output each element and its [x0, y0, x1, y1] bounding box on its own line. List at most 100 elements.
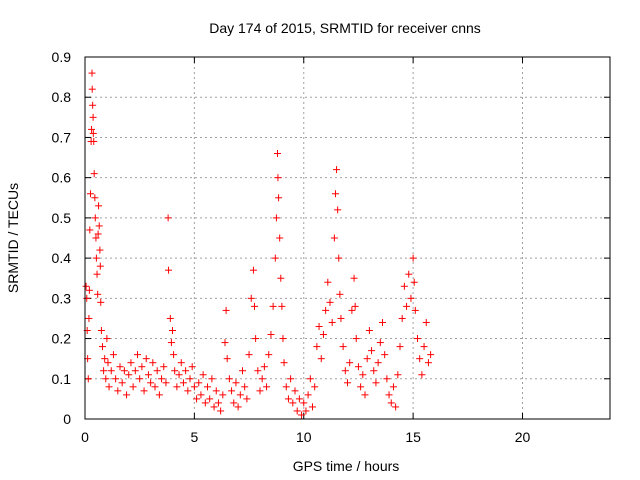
data-point: [306, 375, 314, 383]
data-point: [97, 327, 105, 335]
data-point: [247, 294, 255, 302]
data-point: [184, 387, 192, 395]
chart-title: Day 174 of 2015, SRMTID for receiver cnn…: [209, 20, 481, 36]
data-point: [147, 379, 155, 387]
data-point: [167, 339, 175, 347]
data-point: [89, 101, 97, 109]
data-point: [289, 399, 297, 407]
data-point: [221, 339, 229, 347]
data-point: [243, 395, 251, 403]
data-point: [84, 375, 92, 383]
data-point: [274, 174, 282, 182]
data-point: [271, 254, 279, 262]
data-point: [90, 137, 98, 145]
y-tick-label: 0.9: [52, 49, 72, 65]
data-point: [385, 391, 393, 399]
data-point: [311, 383, 319, 391]
data-point: [208, 375, 216, 383]
data-point: [381, 351, 389, 359]
data-point: [105, 383, 113, 391]
data-point: [109, 351, 117, 359]
data-point: [269, 302, 277, 310]
data-point: [363, 355, 371, 363]
data-point: [83, 294, 91, 302]
data-point: [407, 294, 415, 302]
data-point: [379, 318, 386, 326]
data-point: [123, 391, 131, 399]
data-point: [394, 371, 402, 379]
data-point: [275, 194, 283, 202]
data-point: [351, 302, 359, 310]
data-point: [287, 375, 295, 383]
data-point: [214, 399, 222, 407]
data-point: [359, 371, 367, 379]
data-point: [277, 274, 285, 282]
data-point: [279, 335, 287, 343]
data-point: [104, 359, 112, 367]
y-tick-label: 0: [63, 411, 71, 427]
data-point: [295, 395, 303, 403]
data-point: [101, 355, 109, 363]
data-point: [171, 367, 179, 375]
data-point: [225, 375, 233, 383]
data-point: [158, 375, 166, 383]
data-point: [274, 150, 281, 158]
x-axis-label: GPS time / hours: [293, 458, 400, 474]
data-point: [94, 230, 102, 238]
data-point: [365, 327, 373, 335]
data-point: [387, 399, 395, 407]
x-tick-label: 5: [190, 429, 198, 445]
data-point: [97, 298, 105, 306]
data-point: [361, 391, 369, 399]
data-point: [217, 407, 225, 415]
data-point: [383, 375, 391, 383]
data-point: [376, 339, 384, 347]
data-point: [335, 254, 343, 262]
grid: [85, 57, 610, 419]
data-point: [144, 371, 152, 379]
y-tick-label: 0.4: [52, 250, 72, 266]
data-point: [169, 327, 176, 335]
data-point: [410, 278, 418, 286]
data-point: [280, 359, 288, 367]
data-point: [254, 367, 262, 375]
data-point: [182, 367, 190, 375]
data-point: [315, 322, 323, 330]
data-point: [284, 395, 292, 403]
data-point: [131, 367, 139, 375]
data-point: [276, 234, 284, 242]
data-point: [331, 190, 339, 198]
data-point: [120, 367, 128, 375]
data-point: [256, 387, 264, 395]
data-point: [328, 318, 336, 326]
data-point: [265, 351, 273, 359]
data-point: [160, 363, 168, 371]
data-point: [193, 395, 201, 403]
data-point: [234, 403, 242, 411]
data-point: [90, 170, 98, 178]
data-point: [427, 351, 435, 359]
data-point: [330, 234, 338, 242]
data-point: [348, 306, 356, 314]
x-tick-label: 15: [405, 429, 421, 445]
data-point: [199, 371, 207, 379]
y-tick-label: 0.5: [52, 210, 72, 226]
data-point: [222, 306, 230, 314]
data-point: [414, 335, 421, 343]
data-point: [282, 383, 290, 391]
data-point: [107, 367, 115, 375]
x-tick-label: 10: [296, 429, 312, 445]
data-point: [149, 359, 157, 367]
data-point: [140, 387, 148, 395]
data-point: [313, 343, 321, 351]
tick-labels: 0 5 10 15 20 0 0.1 0.2 0.3 0.4 0.5 0.6 0.7 0.8 0.9: [52, 49, 531, 445]
data-point: [92, 254, 100, 262]
data-point: [333, 166, 341, 174]
data-point: [324, 278, 332, 286]
data-point: [336, 290, 344, 298]
data-point: [252, 335, 260, 343]
y-axis-label: SRMTID / TECUs: [5, 183, 21, 293]
data-point: [418, 371, 426, 379]
data-point: [344, 379, 351, 387]
